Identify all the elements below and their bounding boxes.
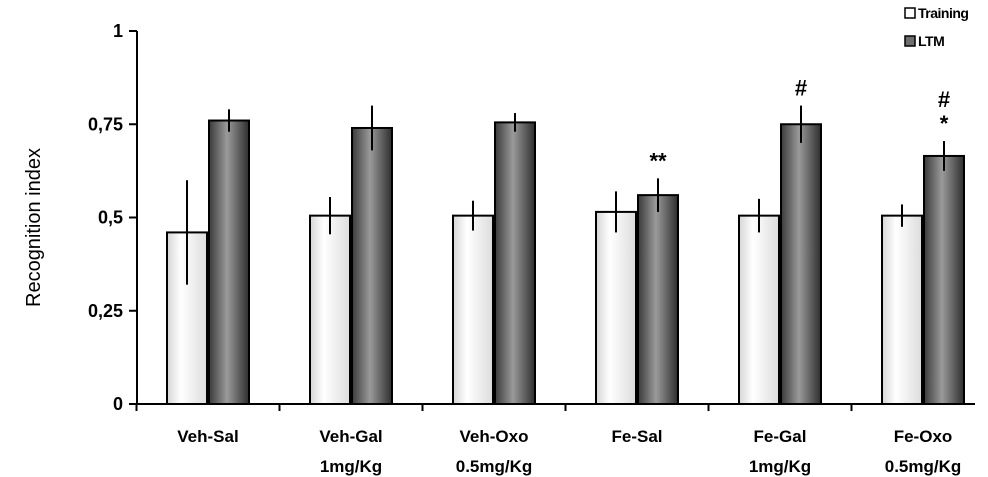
x-category-label: Veh-Gal: [319, 427, 382, 446]
y-tick-label: 0: [113, 394, 123, 414]
x-category-sublabel: 1mg/Kg: [320, 457, 382, 476]
legend-label-training: Training: [918, 5, 968, 21]
plot-area: 0 0,25 0,5 0,75 1 Recognition index Veh-Sal Veh…: [23, 5, 975, 476]
significance-annotation: **: [649, 148, 667, 173]
bar-training-1: [309, 214, 351, 405]
y-tick-label: 0,5: [98, 208, 123, 228]
legend-swatch-training: [904, 7, 916, 19]
x-category-sublabel: 0.5mg/Kg: [885, 457, 962, 476]
legend-swatch-ltm: [904, 35, 916, 47]
bar-training-4: [738, 214, 780, 405]
significance-annotation: *: [940, 111, 949, 136]
x-category-label: Fe-Sal: [611, 427, 662, 446]
x-category-sublabel: 1mg/Kg: [749, 457, 811, 476]
y-tick-label: 0,75: [88, 114, 123, 134]
y-axis-title: Recognition index: [23, 148, 45, 307]
x-category-label: Veh-Sal: [177, 427, 238, 446]
bar-ltm-2: [494, 121, 536, 405]
y-tick-label: 1: [113, 21, 123, 41]
bar-ltm-4: [780, 123, 822, 405]
bar-training-3: [595, 210, 637, 405]
bar-ltm-5: [923, 154, 965, 405]
bar-ltm-0: [208, 119, 250, 406]
significance-annotation: #: [938, 87, 950, 112]
x-category-label: Fe-Gal: [754, 427, 807, 446]
y-tick-label: 0,25: [88, 301, 123, 321]
bar-training-2: [452, 214, 494, 405]
bar-ltm-3: [637, 194, 679, 405]
bar-ltm-1: [351, 126, 393, 405]
legend-label-ltm: LTM: [918, 33, 944, 49]
x-category-label: Fe-Oxo: [894, 427, 953, 446]
significance-annotation: #: [795, 76, 807, 101]
bar-training-5: [881, 214, 923, 405]
x-category-sublabel: 0.5mg/Kg: [456, 457, 533, 476]
x-category-label: Veh-Oxo: [460, 427, 529, 446]
